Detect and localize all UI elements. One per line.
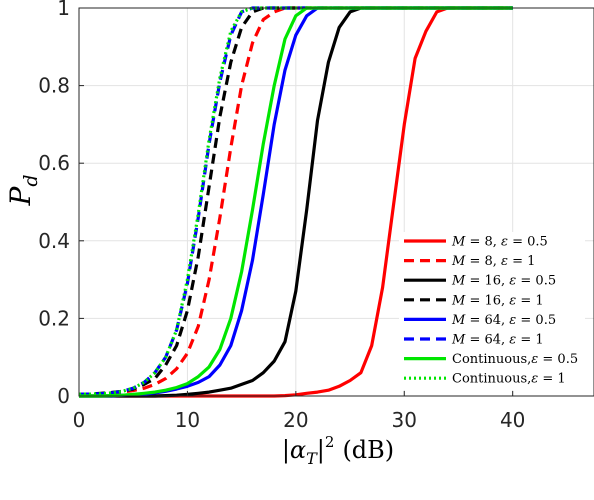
legend-label-eq2: = 1 — [538, 372, 565, 387]
x-axis-label-sub: T — [306, 449, 318, 468]
legend-label-eq1: = 16, — [465, 293, 509, 308]
y-tick-label: 1 — [57, 0, 70, 20]
legend-label-prefix: M — [451, 313, 466, 328]
x-tick-label: 0 — [73, 408, 86, 432]
legend-label-eq2: = 1 — [516, 333, 543, 348]
y-axis-label-sub: d — [20, 174, 42, 186]
tick-labels: 0 10 20 30 40 0 0.2 0.4 0.6 0.8 1 — [38, 0, 525, 432]
legend-label-prefix: Continuous, — [452, 372, 531, 387]
legend-label-eq1: = 8, — [465, 254, 501, 269]
x-axis-label-sup: 2 — [325, 433, 335, 451]
legend-label-eq2: = 0.5 — [508, 235, 548, 250]
x-axis-label: |αT|2 (dB) — [282, 433, 394, 468]
legend-label-eps: ε — [501, 254, 508, 269]
x-tick-label: 10 — [175, 408, 200, 432]
legend-label-prefix: M — [451, 274, 466, 289]
legend-label-eps: ε — [509, 293, 516, 308]
legend-label-eps: ε — [509, 333, 516, 348]
y-tick-label: 0.2 — [38, 306, 70, 330]
legend-label-eps: ε — [509, 274, 516, 289]
x-tick-label: 40 — [500, 408, 525, 432]
legend-box — [399, 232, 585, 390]
legend-label-eq2: = 0.5 — [516, 274, 556, 289]
legend-label-prefix: M — [451, 254, 466, 269]
legend-label-prefix: M — [451, 333, 466, 348]
legend-label-eq2: = 1 — [508, 254, 535, 269]
x-axis-label-main: |α — [282, 436, 306, 465]
legend-label-eps: ε — [501, 235, 508, 250]
legend-label-4: M = 64, ε = 0.5 — [451, 313, 556, 328]
legend-label-2: M = 16, ε = 0.5 — [451, 274, 556, 289]
y-tick-label: 0.4 — [38, 229, 70, 253]
legend-label-eps: ε — [531, 372, 538, 387]
y-axis-label: Pd — [4, 174, 42, 206]
legend-label-prefix: Continuous, — [452, 352, 531, 367]
y-axis-label-main: P — [4, 186, 37, 207]
x-tick-label: 30 — [392, 408, 417, 432]
legend-label-eps: ε — [509, 313, 516, 328]
legend-label-6: Continuous,ε = 0.5 — [452, 352, 578, 367]
legend-label-eq2: = 0.5 — [516, 313, 556, 328]
x-axis-label-bar: | — [317, 436, 325, 465]
legend-label-eq1: = 8, — [465, 235, 501, 250]
legend-label-5: M = 64, ε = 1 — [451, 333, 544, 348]
y-tick-label: 0.6 — [38, 151, 70, 175]
legend: M = 8, ε = 0.5M = 8, ε = 1M = 16, ε = 0.… — [399, 232, 585, 390]
legend-label-prefix: M — [451, 293, 466, 308]
legend-label-1: M = 8, ε = 1 — [451, 254, 535, 269]
x-tick-label: 20 — [283, 408, 308, 432]
y-tick-label: 0 — [57, 384, 70, 408]
plot-frame — [78, 7, 594, 397]
legend-label-eq1: = 64, — [465, 333, 509, 348]
legend-label-eq2: = 0.5 — [538, 352, 578, 367]
legend-label-prefix: M — [451, 235, 466, 250]
legend-label-eq1: = 64, — [465, 313, 509, 328]
legend-label-eq1: = 16, — [465, 274, 509, 289]
legend-label-7: Continuous,ε = 1 — [452, 372, 566, 387]
legend-label-eps: ε — [531, 352, 538, 367]
x-axis-label-tail: (dB) — [342, 436, 394, 464]
legend-label-3: M = 16, ε = 1 — [451, 293, 544, 308]
legend-label-0: M = 8, ε = 0.5 — [451, 235, 548, 250]
legend-label-eq2: = 1 — [516, 293, 543, 308]
y-tick-label: 0.8 — [38, 74, 70, 98]
